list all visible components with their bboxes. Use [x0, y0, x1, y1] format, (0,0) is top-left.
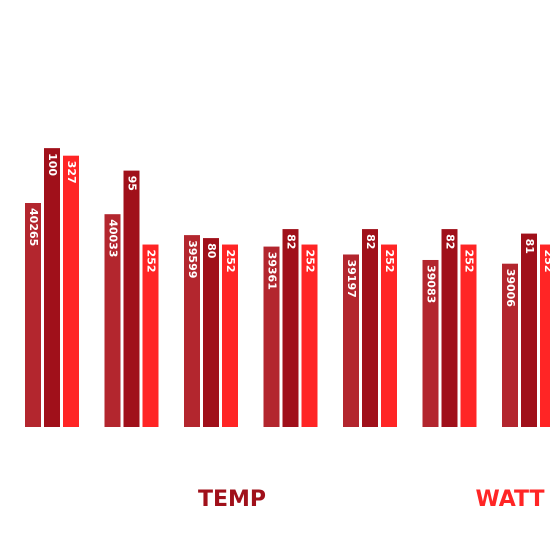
value-label: 39599 [186, 240, 199, 278]
value-label: 252 [304, 250, 317, 273]
legend-label: TEMP [198, 487, 266, 512]
bar [422, 259, 439, 427]
bar [263, 246, 280, 427]
value-label: 252 [463, 250, 476, 273]
bar [63, 155, 79, 427]
value-label: 252 [145, 250, 158, 273]
value-label: 39361 [266, 252, 279, 290]
bar [301, 244, 318, 427]
bar [343, 254, 359, 427]
value-label: 252 [542, 250, 550, 273]
bar [381, 244, 397, 427]
bar [502, 263, 518, 427]
value-label: 252 [224, 250, 237, 273]
bar [44, 148, 60, 427]
value-label: 252 [383, 250, 396, 273]
bar [460, 244, 477, 427]
bar [521, 233, 537, 427]
value-label: 39197 [345, 259, 358, 297]
value-label: 80 [205, 243, 218, 259]
value-label: 82 [444, 234, 457, 249]
value-label: 100 [46, 153, 59, 176]
bar [362, 229, 378, 427]
value-label: 40033 [107, 219, 120, 257]
value-label: 82 [364, 234, 377, 249]
bar [142, 244, 159, 427]
value-label: 39006 [504, 269, 517, 308]
bar [540, 244, 550, 427]
legend-label: WATT [475, 487, 544, 512]
bar [25, 203, 41, 427]
value-label: 40265 [27, 208, 40, 246]
value-label: 327 [65, 161, 78, 184]
value-label: 95 [126, 176, 139, 191]
bar [222, 244, 238, 427]
bar [184, 235, 200, 427]
bar [203, 238, 219, 427]
value-label: 82 [285, 234, 298, 249]
value-label: 81 [523, 239, 536, 254]
bar [282, 229, 299, 427]
value-label: 39083 [425, 265, 438, 303]
bar [104, 214, 121, 427]
bar [123, 170, 140, 427]
bar [441, 229, 458, 427]
